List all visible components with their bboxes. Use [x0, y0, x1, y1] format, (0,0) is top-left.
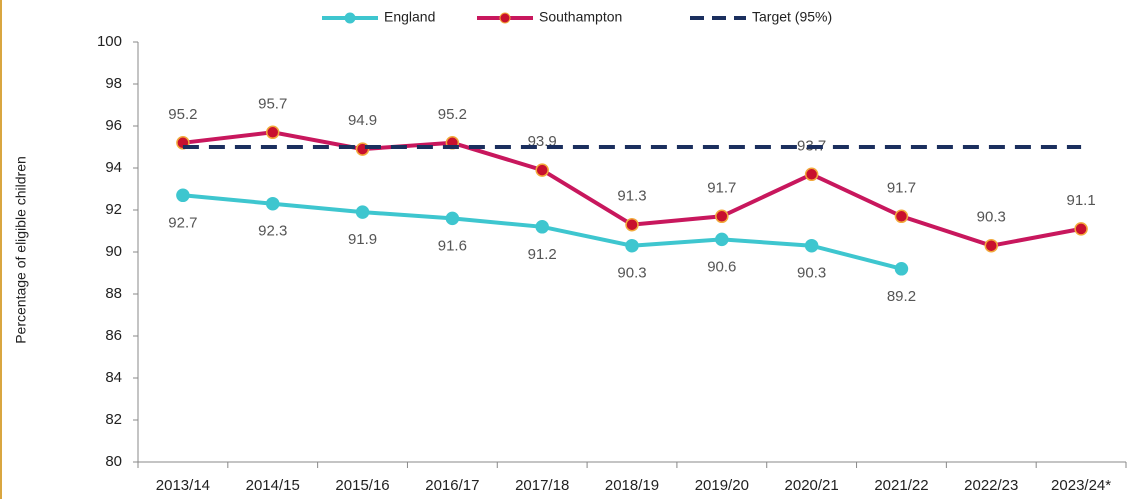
- point: [715, 209, 729, 224]
- y-tick-label: 92: [105, 201, 122, 218]
- point: [265, 125, 280, 140]
- x-tick-label: 2014/15: [246, 477, 300, 494]
- y-tick-label: 84: [105, 369, 122, 386]
- point: [355, 142, 370, 156]
- y-tick-label: 90: [105, 243, 122, 260]
- point: [715, 232, 729, 247]
- legend-marker: [344, 12, 356, 24]
- data-label: 94.9: [348, 112, 377, 129]
- y-tick-label: 98: [105, 75, 122, 92]
- data-label: 95.2: [438, 106, 467, 123]
- data-label: 91.2: [528, 246, 557, 263]
- x-tick-label: 2020/21: [785, 477, 839, 494]
- data-label: 91.7: [887, 179, 916, 196]
- point: [265, 196, 280, 211]
- point: [445, 211, 460, 226]
- y-tick-label: 82: [105, 411, 122, 428]
- legend-label: Target (95%): [752, 9, 832, 25]
- x-tick-label: 2023/24*: [1051, 477, 1111, 494]
- y-tick-label: 86: [105, 327, 122, 344]
- x-tick-label: 2018/19: [605, 477, 659, 494]
- legend-label: England: [384, 9, 435, 25]
- x-tick-label: 2016/17: [425, 477, 479, 494]
- x-tick-label: 2017/18: [515, 477, 569, 494]
- y-tick-label: 88: [105, 285, 122, 302]
- data-label: 91.1: [1066, 192, 1095, 209]
- point: [625, 238, 639, 253]
- y-tick-label: 80: [105, 453, 122, 470]
- y-tick-label: 100: [97, 33, 122, 50]
- y-tick-label: 96: [105, 117, 122, 134]
- data-label: 92.3: [258, 223, 287, 240]
- legend-label: Southampton: [539, 9, 622, 25]
- data-label: 91.9: [348, 231, 377, 248]
- legend-marker: [499, 12, 511, 24]
- point: [804, 167, 819, 182]
- data-label: 90.3: [617, 265, 646, 282]
- point: [355, 205, 370, 219]
- data-label: 91.3: [617, 188, 646, 205]
- data-label: 90.6: [707, 258, 736, 275]
- point: [894, 209, 909, 224]
- data-label: 89.2: [887, 288, 916, 305]
- point: [804, 238, 819, 253]
- point: [535, 220, 549, 234]
- point: [176, 188, 190, 203]
- y-tick-label: 94: [105, 159, 122, 176]
- x-tick-label: 2019/20: [695, 477, 749, 494]
- x-tick-label: 2021/22: [874, 477, 928, 494]
- data-label: 90.3: [977, 209, 1006, 226]
- y-axis-label: Percentage of eligible children: [13, 156, 29, 344]
- x-tick-label: 2013/14: [156, 477, 210, 494]
- point: [984, 238, 999, 253]
- point: [625, 217, 639, 232]
- point: [1074, 222, 1088, 236]
- data-label: 91.6: [438, 237, 467, 254]
- point: [535, 163, 549, 177]
- data-label: 95.2: [168, 106, 197, 123]
- x-tick-label: 2022/23: [964, 477, 1018, 494]
- point: [894, 262, 909, 276]
- data-label: 95.7: [258, 95, 287, 112]
- data-label: 91.7: [707, 179, 736, 196]
- data-label: 92.7: [168, 214, 197, 231]
- data-label: 90.3: [797, 265, 826, 282]
- x-tick-label: 2015/16: [335, 477, 389, 494]
